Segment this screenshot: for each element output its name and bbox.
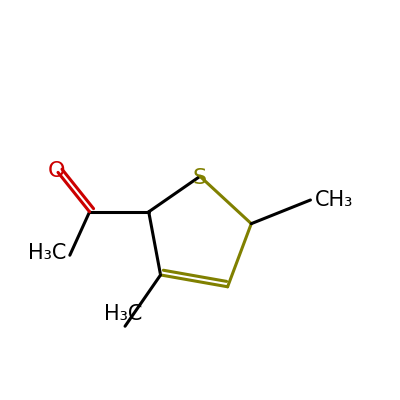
Text: H₃C: H₃C <box>104 304 142 324</box>
Text: CH₃: CH₃ <box>314 190 353 210</box>
Text: H₃C: H₃C <box>28 243 66 263</box>
Text: O: O <box>47 161 65 181</box>
Text: S: S <box>193 168 207 188</box>
